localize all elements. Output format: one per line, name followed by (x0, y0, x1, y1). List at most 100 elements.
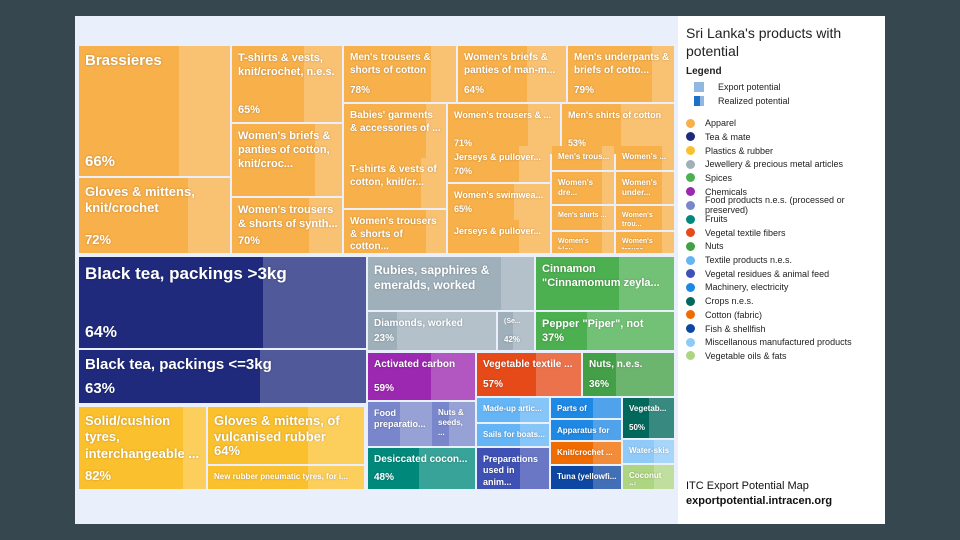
legend-label: Spices (705, 172, 733, 183)
treemap-tile[interactable]: Black tea, packings >3kg 64% (79, 257, 366, 348)
legend-item[interactable]: Nuts (686, 240, 881, 254)
treemap-tile[interactable]: Food preparatio... (368, 402, 432, 446)
legend-item[interactable]: Machinery, electricity (686, 281, 881, 295)
treemap-tile[interactable]: Nuts, n.e.s. 36% (583, 353, 674, 396)
legend-dot (686, 118, 695, 128)
treemap-tile[interactable]: (Se... 42% (498, 312, 534, 350)
tile-label: T-shirts & vests of cotton, knit/cr... (350, 164, 437, 188)
treemap-tile[interactable]: Gloves & mittens, knit/crochet 72% (79, 178, 230, 253)
treemap-tile[interactable]: Women's ... (616, 146, 674, 170)
legend-item[interactable]: Textile products n.e.s. (686, 253, 881, 267)
treemap-tile[interactable]: Women's briefs & panties of cotton, knit… (232, 124, 342, 196)
tile-label: T-shirts & vests, knit/crochet, n.e.s. (238, 52, 335, 78)
treemap-tile[interactable]: Men's trous... (552, 146, 614, 170)
treemap-tile[interactable]: Apparatus for ... (551, 420, 621, 440)
realized-potential-bar (368, 448, 420, 489)
treemap-tile[interactable]: Women's trousers & ... 71% (448, 104, 560, 154)
legend-item[interactable]: Spices (686, 171, 881, 185)
treemap-tile[interactable]: T-shirts & vests of cotton, knit/cr... (344, 158, 446, 208)
treemap-tile[interactable]: Vegetable textile ... 57% (477, 353, 581, 396)
realized-potential-bar (344, 104, 426, 158)
treemap-tile[interactable]: Men's underpants & briefs of cotto... 79% (568, 46, 674, 102)
realized-potential-bar (232, 46, 304, 122)
treemap-tile[interactable]: Desiccated cocon... 48% (368, 448, 475, 489)
treemap-tile[interactable]: Men's shirts ... (552, 206, 614, 230)
treemap-tile[interactable]: Women's trou... (616, 206, 674, 230)
treemap-tile[interactable]: Activated carbon 59% (368, 353, 475, 400)
tile-label: Apparatus for ... (557, 426, 610, 435)
treemap-tile[interactable]: Women's trousers & shorts of cotton... (344, 210, 446, 253)
treemap-tile[interactable]: Tuna (yellowfi... (551, 466, 621, 489)
legend-item[interactable]: Chemicals (686, 185, 881, 199)
treemap-tile[interactable]: Jerseys & pullover... 70% (448, 146, 550, 182)
legend-item[interactable]: Cotton (fabric) (686, 308, 881, 322)
tile-percent: 53% (568, 138, 587, 148)
tile-label: Men's trous... (558, 152, 610, 161)
realized-potential-bar (552, 172, 602, 204)
treemap-tile[interactable]: Men's shirts of cotton 53% (562, 104, 674, 154)
legend-label: Crops n.e.s. (705, 296, 754, 307)
treemap-tile[interactable]: Water-skis (623, 440, 674, 463)
legend-item[interactable]: Fruits (686, 212, 881, 226)
treemap-tile[interactable]: Parts of machi... (551, 398, 621, 418)
treemap-tile[interactable]: Solid/cushion tyres, interchangeable ...… (79, 407, 206, 489)
legend-item[interactable]: Food products n.e.s. (processed or prese… (686, 195, 881, 215)
treemap-tile[interactable]: Nuts & seeds, ... (432, 402, 475, 446)
realized-potential-bar (344, 46, 432, 102)
treemap-tile[interactable]: Sails for boats... (477, 424, 549, 446)
tile-percent: 63% (85, 380, 116, 397)
legend-dot (686, 351, 695, 361)
legend-item[interactable]: Jewellery & precious metal articles (686, 157, 881, 171)
treemap-tile[interactable]: Women's briefs & panties of man-m... 64% (458, 46, 566, 102)
tile-label: Jerseys & pullover... (454, 226, 542, 236)
legend-item[interactable]: Vegetal textile fibers (686, 226, 881, 240)
treemap-tile[interactable]: Rubies, sapphires & emeralds, worked (368, 257, 534, 310)
tile-percent: 50% (629, 423, 646, 432)
treemap-tile[interactable]: Babies' garments & accessories of ... (344, 104, 446, 158)
treemap-tile[interactable]: Jerseys & pullover... (448, 220, 550, 253)
treemap-tile[interactable]: Women's trousers & shorts of synth... 70% (232, 198, 342, 253)
treemap-tile[interactable]: Vegetab... 50% (623, 398, 674, 438)
treemap-tile[interactable]: Diamonds, worked 23% (368, 312, 496, 350)
tile-label: Tuna (yellowfi... (557, 472, 617, 481)
tile-percent: 72% (85, 232, 112, 247)
treemap-tile[interactable]: Coconut oi... (623, 465, 674, 489)
legend-item[interactable]: Miscellanous manufactured products (686, 335, 881, 349)
treemap-tile[interactable]: New rubber pneumatic tyres, for i... (208, 466, 364, 489)
realized-potential-bar (232, 198, 309, 253)
tile-label: Women's trou... (622, 212, 653, 226)
treemap-tile[interactable]: Women's under... (616, 172, 674, 204)
treemap-tile[interactable]: Black tea, packings <=3kg 63% (79, 350, 366, 403)
tile-label: Pepper "Piper", not cru... (542, 318, 644, 329)
treemap-tile[interactable]: Cinnamon "Cinnamomum zeyla... (536, 257, 674, 310)
tile-label: Men's shirts ... (558, 212, 607, 219)
treemap-tile[interactable]: Preparations used in anim... (477, 448, 549, 489)
tile-percent: 64% (85, 324, 118, 341)
footer-url[interactable]: exportpotential.intracen.org (686, 494, 833, 507)
treemap-tile[interactable]: Brassieres 66% (79, 46, 230, 176)
legend-label: Textile products n.e.s. (705, 255, 793, 266)
legend-item[interactable]: Fish & shellfish (686, 322, 881, 336)
treemap-tile[interactable]: Women's trouse... (616, 232, 674, 253)
tile-percent: 70% (238, 235, 261, 247)
legend-item[interactable]: Crops n.e.s. (686, 294, 881, 308)
tile-percent: 48% (374, 472, 395, 483)
realized-potential-bar (616, 206, 663, 230)
treemap-tile[interactable]: T-shirts & vests, knit/crochet, n.e.s. 65… (232, 46, 342, 122)
legend-item[interactable]: Apparel (686, 116, 881, 130)
treemap-tile[interactable]: Made-up artic... (477, 398, 549, 422)
tile-label: Desiccated cocon... (374, 454, 468, 465)
legend-item[interactable]: Tea & mate (686, 130, 881, 144)
treemap-tile[interactable]: Gloves & mittens, of vulcanised rubber 64… (208, 407, 364, 464)
treemap-tile[interactable]: Women's swimwea... 65% (448, 184, 550, 220)
legend-item[interactable]: Vegetal residues & animal feed (686, 267, 881, 281)
legend-item[interactable]: Vegetable oils & fats (686, 349, 881, 363)
legend-label: Cotton (fabric) (705, 309, 763, 320)
treemap-tile[interactable]: Pepper "Piper", not cru... 37% (536, 312, 674, 350)
treemap-tile[interactable]: Women's blou... (552, 232, 614, 253)
treemap-tile[interactable]: Knit/crochet ... (551, 442, 621, 464)
legend-item[interactable]: Plastics & rubber (686, 144, 881, 158)
treemap-tile[interactable]: Women's dre... (552, 172, 614, 204)
treemap-tile[interactable]: Men's trousers & shorts of cotton 78% (344, 46, 456, 102)
